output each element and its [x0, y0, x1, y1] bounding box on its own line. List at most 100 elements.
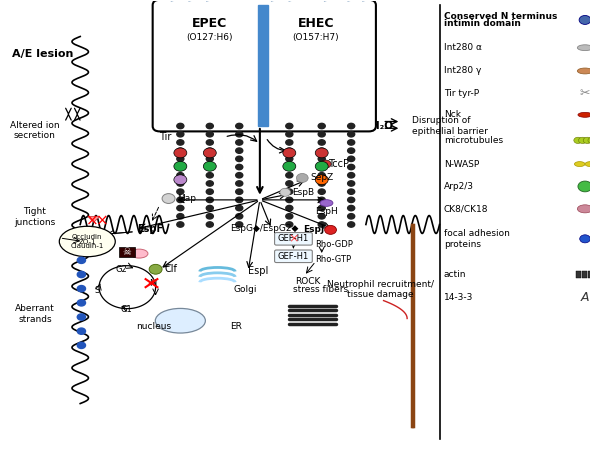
Circle shape: [286, 222, 293, 227]
Circle shape: [206, 132, 213, 137]
Text: GEF-H1: GEF-H1: [278, 234, 309, 243]
Text: EHEC: EHEC: [298, 17, 334, 30]
Circle shape: [177, 222, 184, 227]
Circle shape: [177, 123, 184, 129]
Circle shape: [177, 189, 184, 194]
Circle shape: [348, 214, 355, 219]
Circle shape: [318, 205, 325, 211]
Circle shape: [236, 181, 243, 186]
Circle shape: [348, 156, 355, 162]
Circle shape: [320, 160, 331, 168]
Ellipse shape: [155, 308, 205, 333]
Text: 14-3-3: 14-3-3: [443, 292, 473, 302]
Circle shape: [149, 264, 162, 274]
Circle shape: [348, 205, 355, 211]
Text: ✓: ✓: [147, 277, 156, 288]
Circle shape: [177, 197, 184, 202]
Circle shape: [177, 214, 184, 219]
Ellipse shape: [130, 249, 148, 258]
Text: Rho-GTP: Rho-GTP: [315, 255, 352, 264]
Circle shape: [236, 172, 243, 178]
Circle shape: [286, 164, 293, 170]
Text: EPEC: EPEC: [192, 17, 227, 30]
Circle shape: [206, 123, 213, 129]
Text: ×: ×: [288, 232, 299, 245]
Circle shape: [286, 123, 293, 129]
Circle shape: [348, 140, 355, 145]
Circle shape: [348, 181, 355, 186]
Circle shape: [206, 205, 213, 211]
Circle shape: [348, 132, 355, 137]
Circle shape: [236, 164, 243, 170]
Circle shape: [318, 140, 325, 145]
Text: Conserved N terminus: Conserved N terminus: [443, 12, 557, 21]
Text: EspJ: EspJ: [304, 225, 324, 234]
Circle shape: [206, 156, 213, 162]
Circle shape: [236, 123, 243, 129]
Text: focal adhesion
proteins: focal adhesion proteins: [443, 229, 510, 249]
Circle shape: [318, 123, 325, 129]
Circle shape: [206, 189, 213, 194]
Circle shape: [578, 181, 592, 192]
Text: stress fibers: stress fibers: [293, 285, 348, 294]
Text: Map: Map: [178, 194, 197, 203]
Circle shape: [236, 156, 243, 162]
Text: Disruption of
epithelial barrier: Disruption of epithelial barrier: [412, 116, 488, 136]
Text: ☠: ☠: [123, 247, 131, 257]
Ellipse shape: [320, 200, 333, 207]
Circle shape: [315, 175, 328, 185]
Circle shape: [177, 164, 184, 170]
Circle shape: [78, 257, 85, 264]
Ellipse shape: [577, 45, 592, 51]
Circle shape: [578, 137, 587, 144]
Text: A: A: [581, 291, 589, 304]
Circle shape: [174, 148, 187, 158]
Text: Tir tyr-P: Tir tyr-P: [443, 89, 479, 98]
Text: Nck: Nck: [443, 110, 461, 119]
Circle shape: [78, 286, 85, 292]
Text: Golgi: Golgi: [233, 285, 257, 294]
Circle shape: [174, 175, 187, 185]
Circle shape: [297, 173, 308, 182]
Circle shape: [203, 148, 216, 158]
Circle shape: [588, 137, 592, 144]
Circle shape: [78, 271, 85, 277]
Circle shape: [206, 172, 213, 178]
FancyBboxPatch shape: [275, 233, 313, 245]
Circle shape: [348, 222, 355, 227]
Circle shape: [286, 172, 293, 178]
Circle shape: [574, 137, 582, 144]
Text: Int280 α: Int280 α: [443, 43, 482, 52]
Circle shape: [286, 148, 293, 153]
Circle shape: [579, 15, 591, 24]
Circle shape: [348, 164, 355, 170]
Ellipse shape: [578, 112, 592, 117]
Circle shape: [174, 161, 187, 171]
Circle shape: [177, 140, 184, 145]
Circle shape: [580, 235, 590, 243]
Circle shape: [348, 123, 355, 129]
Circle shape: [78, 299, 85, 306]
Circle shape: [315, 148, 328, 158]
Circle shape: [286, 214, 293, 219]
Text: nucleus: nucleus: [136, 322, 172, 331]
Circle shape: [283, 148, 296, 158]
FancyBboxPatch shape: [275, 250, 313, 263]
Text: H₂O: H₂O: [371, 121, 394, 131]
Text: Int280 γ: Int280 γ: [443, 66, 481, 75]
Text: TccP: TccP: [327, 159, 349, 169]
Text: CK8/CK18: CK8/CK18: [443, 204, 488, 213]
Circle shape: [177, 132, 184, 137]
Text: ✂: ✂: [580, 87, 590, 100]
Bar: [258, 5, 268, 126]
Text: SepZ: SepZ: [311, 173, 334, 182]
Circle shape: [348, 197, 355, 202]
Circle shape: [318, 148, 325, 153]
Circle shape: [162, 194, 175, 203]
Circle shape: [286, 205, 293, 211]
Circle shape: [318, 222, 325, 227]
Circle shape: [286, 156, 293, 162]
Circle shape: [206, 148, 213, 153]
Circle shape: [286, 132, 293, 137]
Bar: [588, 272, 592, 278]
